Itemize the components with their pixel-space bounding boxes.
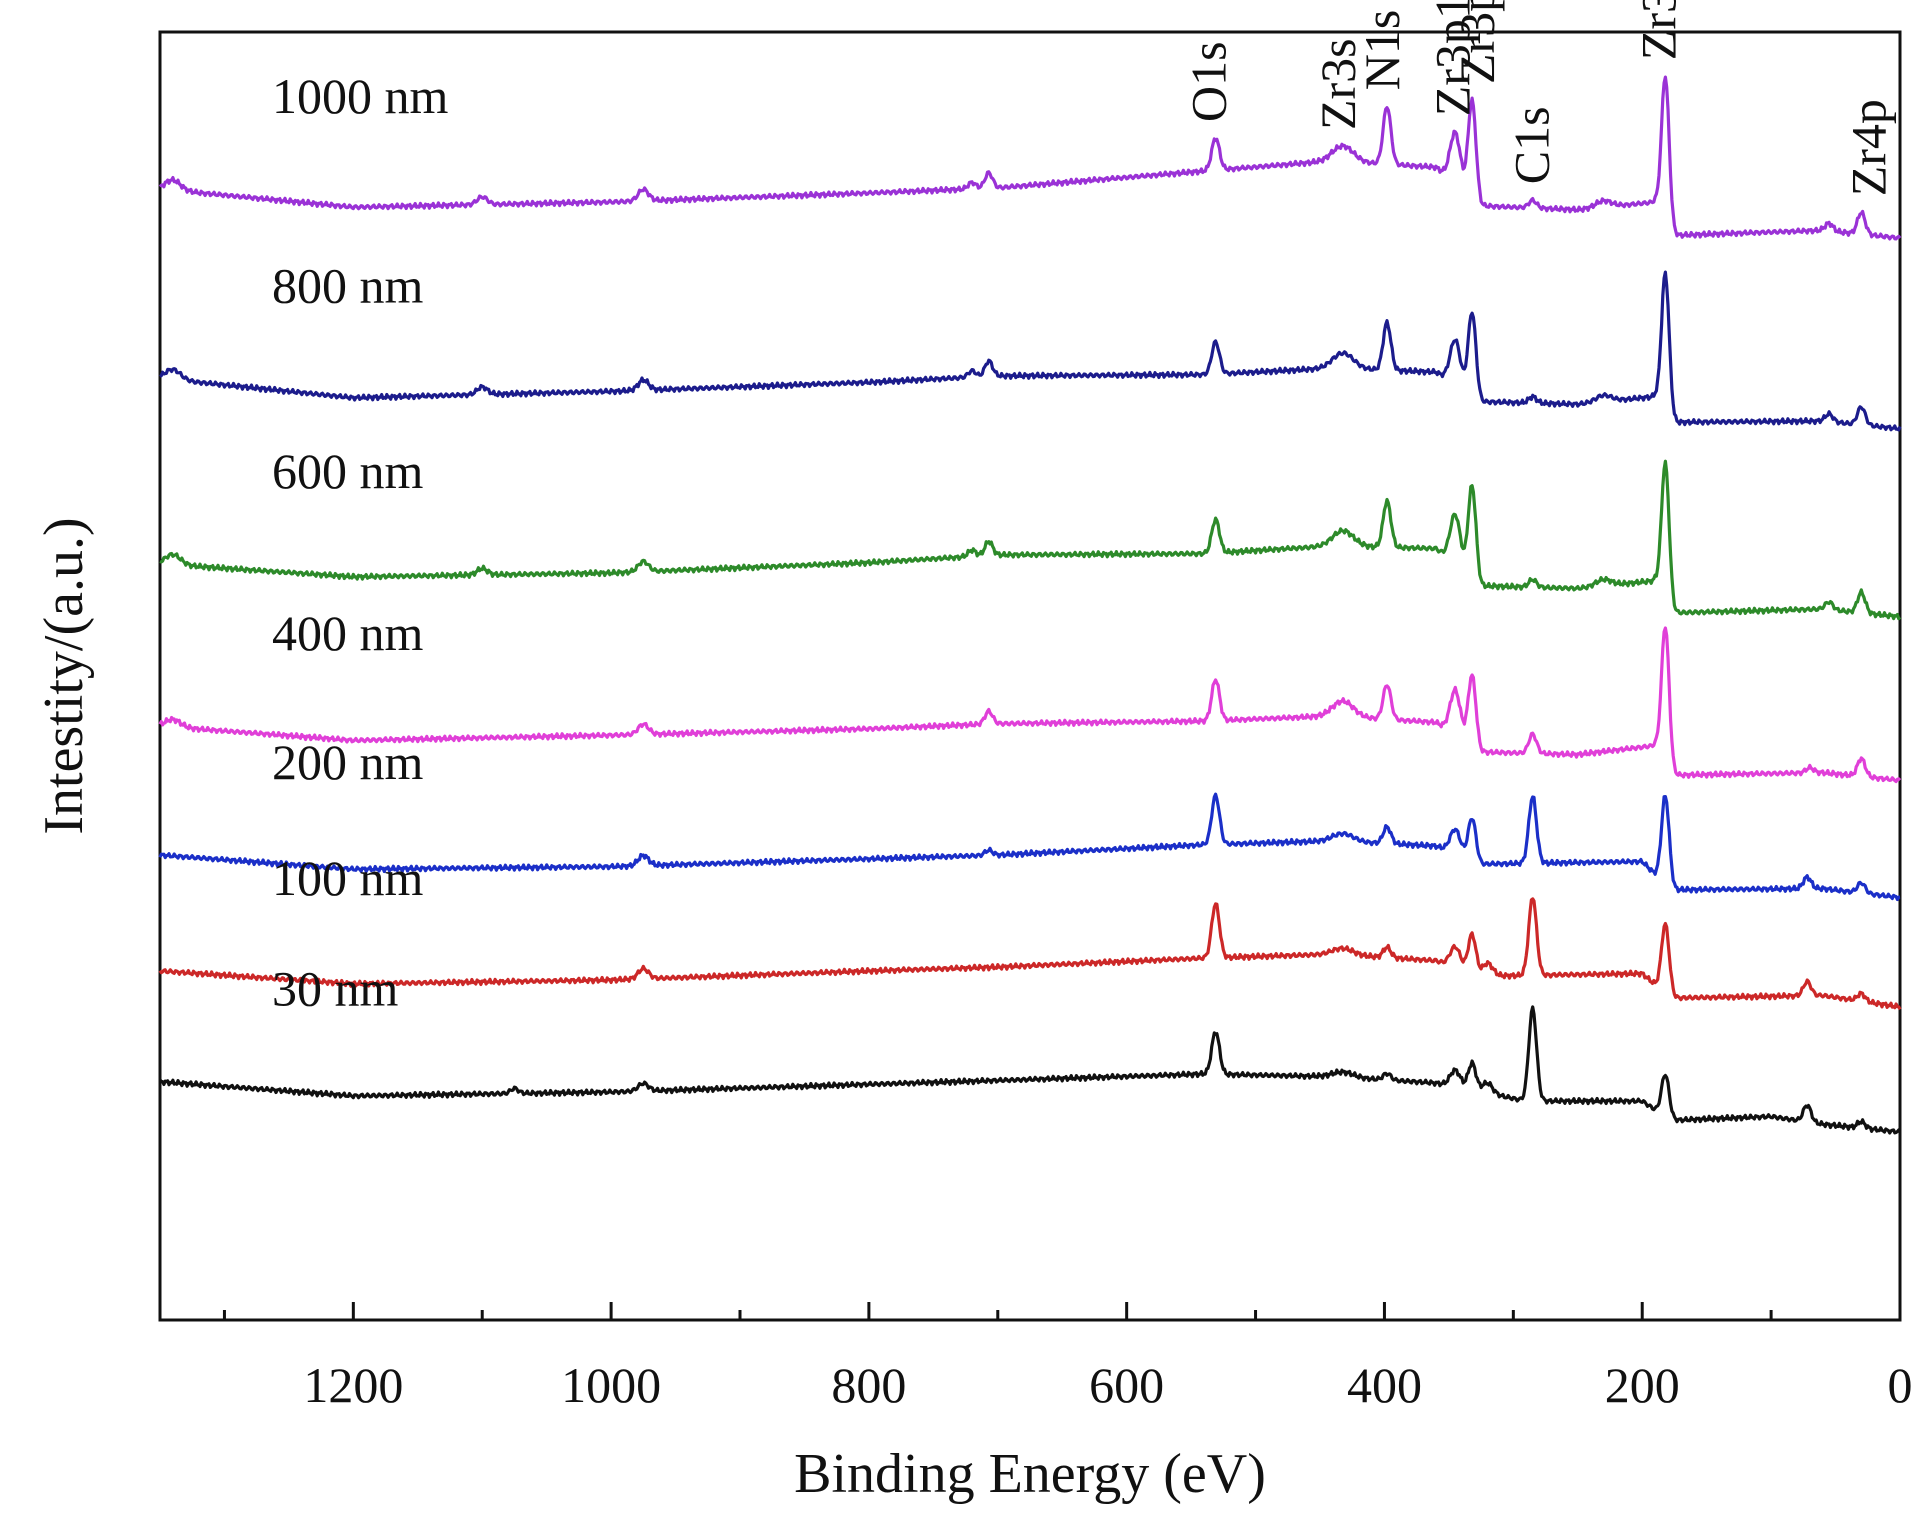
peak-label-zr3d: Zr3d — [1630, 0, 1686, 60]
x-tick-label-400: 400 — [1347, 1357, 1422, 1413]
series-line-200-nm — [158, 792, 1901, 902]
x-tick-label-1200: 1200 — [303, 1357, 403, 1413]
peak-label-zr3p3: Zr3p3 — [1449, 0, 1505, 84]
peak-label-zr3p1: Zr3p1 — [1424, 0, 1480, 116]
series-line-400-nm — [158, 626, 1902, 784]
peak-label-n1s: N1s — [1354, 10, 1410, 91]
series-line-800-nm — [159, 270, 1902, 432]
x-axis-ticks: 1200 1000 800 600 400 200 0 — [222, 1302, 1913, 1413]
series-label-200-nm: 200 nm — [272, 734, 424, 790]
x-tick-label-0: 0 — [1888, 1357, 1913, 1413]
series-line-100-nm — [158, 897, 1902, 1011]
peak-label-zr3s: Zr3s — [1310, 38, 1366, 130]
series-label-600-nm: 600 nm — [272, 443, 424, 499]
series-label-1000-nm: 1000 nm — [272, 68, 449, 124]
series-label-400-nm: 400 nm — [272, 605, 424, 661]
series-label-800-nm: 800 nm — [272, 258, 424, 314]
series-line-1000-nm — [158, 75, 1902, 241]
series-layer — [158, 75, 1902, 1135]
x-tick-label-600: 600 — [1089, 1357, 1164, 1413]
series-label-100-nm: 100 nm — [272, 850, 424, 906]
y-axis-title: Intestity/(a.u.) — [33, 517, 95, 834]
x-tick-label-800: 800 — [831, 1357, 906, 1413]
peak-label-zr4p: Zr4p — [1840, 99, 1896, 196]
peak-label-o1s: O1s — [1181, 41, 1237, 122]
series-labels: 1000 nm 800 nm 600 nm 400 nm 200 nm 100 nm 30 … — [272, 68, 449, 1017]
x-tick-label-200: 200 — [1605, 1357, 1680, 1413]
x-axis-title: Binding Energy (eV) — [794, 1443, 1266, 1505]
x-tick-label-1000: 1000 — [561, 1357, 661, 1413]
plot-frame — [158, 30, 1902, 1322]
peak-label-c1s: C1s — [1504, 106, 1560, 184]
series-label-30-nm: 30 nm — [272, 961, 399, 1017]
series-line-600-nm — [159, 459, 1902, 621]
series-line-30-nm — [158, 1005, 1902, 1135]
